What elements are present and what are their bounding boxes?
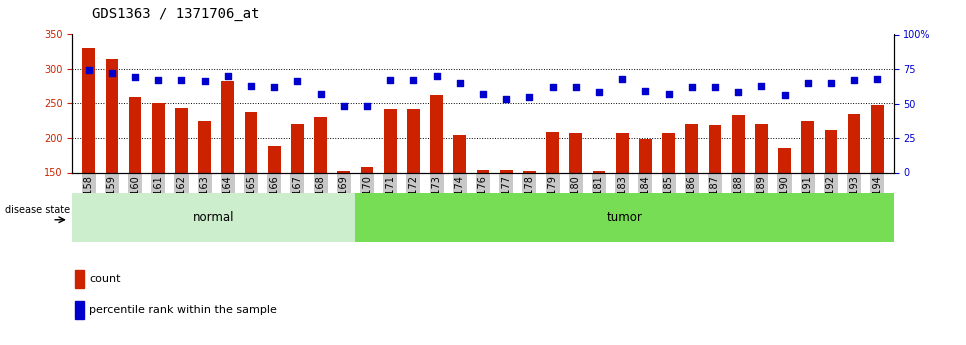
Bar bbox=[476, 170, 490, 276]
Point bbox=[452, 80, 468, 86]
Point bbox=[498, 97, 514, 102]
Bar bbox=[74, 270, 84, 288]
Point bbox=[290, 79, 305, 84]
Bar bbox=[355, 193, 894, 242]
Point bbox=[869, 76, 885, 81]
Bar bbox=[709, 125, 722, 276]
Bar bbox=[128, 97, 141, 276]
Point bbox=[406, 77, 421, 83]
Bar bbox=[779, 148, 791, 276]
Point bbox=[151, 77, 166, 83]
Bar bbox=[848, 114, 861, 276]
Bar bbox=[685, 124, 698, 276]
Bar bbox=[74, 301, 84, 319]
Point bbox=[429, 73, 444, 79]
Bar bbox=[244, 112, 257, 276]
Point bbox=[800, 80, 815, 86]
Point bbox=[81, 68, 97, 73]
Point bbox=[568, 84, 583, 90]
Text: disease state: disease state bbox=[5, 205, 70, 215]
Point bbox=[638, 88, 653, 94]
Text: tumor: tumor bbox=[607, 211, 642, 224]
Point bbox=[174, 77, 189, 83]
Bar bbox=[569, 133, 582, 276]
Bar bbox=[755, 124, 768, 276]
Bar bbox=[662, 133, 675, 276]
Text: GDS1363 / 1371706_at: GDS1363 / 1371706_at bbox=[92, 7, 259, 21]
Text: normal: normal bbox=[193, 211, 235, 224]
Bar bbox=[175, 108, 187, 276]
Text: percentile rank within the sample: percentile rank within the sample bbox=[89, 305, 277, 315]
Bar bbox=[430, 95, 443, 276]
Point bbox=[753, 83, 769, 88]
Point bbox=[591, 90, 607, 95]
Bar bbox=[337, 171, 351, 276]
Bar bbox=[314, 117, 327, 276]
Point bbox=[267, 84, 282, 90]
Point bbox=[475, 91, 491, 97]
Bar bbox=[639, 139, 652, 276]
Point bbox=[128, 75, 143, 80]
Point bbox=[545, 84, 560, 90]
Point bbox=[777, 92, 792, 98]
Point bbox=[336, 104, 352, 109]
Bar bbox=[546, 132, 559, 276]
Point bbox=[730, 90, 746, 95]
Bar bbox=[360, 167, 374, 276]
Bar bbox=[453, 135, 467, 276]
Point bbox=[197, 79, 213, 84]
Bar bbox=[72, 193, 355, 242]
Bar bbox=[384, 109, 397, 276]
Point bbox=[359, 104, 375, 109]
Point bbox=[522, 94, 537, 99]
Point bbox=[823, 80, 838, 86]
Bar bbox=[291, 124, 304, 276]
Bar bbox=[221, 81, 234, 276]
Bar bbox=[105, 59, 118, 276]
Point bbox=[383, 77, 398, 83]
Point bbox=[707, 84, 723, 90]
Bar bbox=[523, 171, 536, 276]
Point bbox=[313, 91, 328, 97]
Text: count: count bbox=[89, 274, 121, 284]
Bar bbox=[592, 171, 606, 276]
Bar bbox=[615, 133, 629, 276]
Bar bbox=[825, 130, 838, 276]
Point bbox=[104, 70, 120, 76]
Point bbox=[220, 73, 236, 79]
Bar bbox=[499, 170, 513, 276]
Bar bbox=[407, 109, 420, 276]
Point bbox=[614, 76, 630, 81]
Point bbox=[243, 83, 259, 88]
Point bbox=[846, 77, 862, 83]
Bar bbox=[732, 115, 745, 276]
Bar bbox=[198, 121, 211, 276]
Bar bbox=[268, 146, 281, 276]
Bar bbox=[82, 48, 95, 276]
Bar bbox=[802, 121, 814, 276]
Point bbox=[684, 84, 699, 90]
Point bbox=[661, 91, 676, 97]
Bar bbox=[152, 104, 164, 276]
Bar bbox=[871, 105, 884, 276]
